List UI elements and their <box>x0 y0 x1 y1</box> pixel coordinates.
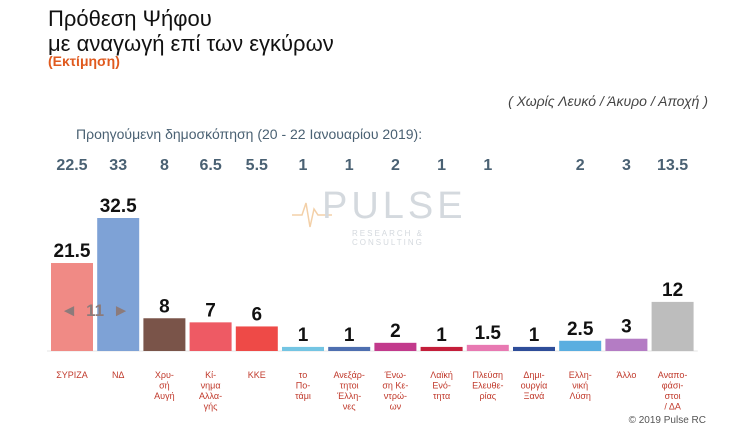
previous-value-label: 1 <box>437 157 446 174</box>
watermark-word: PULSE <box>322 185 467 227</box>
chart-subtitle: (Εκτίμηση) <box>48 53 120 69</box>
previous-value-label: 2 <box>576 157 585 174</box>
previous-value-label: 8 <box>160 157 169 174</box>
exclusion-note: ( Χωρίς Λευκό / Άκυρο / Αποχή ) <box>508 93 708 109</box>
category-label: το Πο-τάμι <box>295 370 311 401</box>
bar <box>420 346 463 351</box>
category-label: Χρυ-σή Αυγή <box>154 370 174 401</box>
bar <box>51 263 93 351</box>
bar <box>374 342 417 351</box>
category-label: Ένω-ση Κε-ντρώ-ων <box>382 370 408 412</box>
previous-value-label: 1 <box>483 157 492 174</box>
title-line-2: με αναγωγή επί των εγκύρων <box>48 31 334 56</box>
bar-value-label: 21.5 <box>54 241 91 262</box>
previous-value-label: 33 <box>109 157 127 174</box>
bar <box>97 218 140 351</box>
bar-value-label: 12 <box>662 280 683 301</box>
chart-title: Πρόθεση Ψήφου με αναγωγή επί των εγκύρων <box>48 6 334 56</box>
category-label: Άλλο <box>616 370 636 380</box>
previous-value-label: 6.5 <box>199 157 221 174</box>
bar <box>513 346 555 351</box>
bar-value-label: 3 <box>621 317 632 338</box>
bar <box>559 340 602 351</box>
bar <box>189 322 232 351</box>
bar-value-label: 8 <box>159 296 170 317</box>
category-label: Αναπο-φάσι-στοι / ΔΑ <box>658 370 688 412</box>
category-label: Ελλη-νική Λύση <box>569 370 592 401</box>
bar <box>282 346 324 351</box>
bar-value-label: 1 <box>436 325 447 346</box>
bar-value-label: 1 <box>298 325 309 346</box>
gap-annotation: ◄ 11 ► <box>61 301 130 320</box>
bars-group <box>47 218 698 352</box>
bar <box>605 338 648 351</box>
previous-poll-label: Προηγούμενη δημοσκόπηση (20 - 22 Ιανουαρ… <box>76 126 423 142</box>
category-labels-group: ΣΥΡΙΖΑ ΝΔ Χρυ-σή Αυγή Κί-νημα Αλλα-γής ΚΚΕ το Πο… <box>56 370 687 412</box>
bar-value-label: 1 <box>344 325 355 346</box>
pulse-watermark-logo: PULSE RESEARCH & CONSULTING <box>292 185 472 247</box>
previous-value-label: 2 <box>391 157 400 174</box>
category-label: Λαϊκή Ενό-τητα <box>430 370 453 401</box>
category-label: ΣΥΡΙΖΑ <box>56 370 88 380</box>
bar-value-label: 2.5 <box>567 319 594 340</box>
bar <box>466 344 509 351</box>
category-label: ΝΔ <box>112 370 125 380</box>
category-label: Ανεξάρ-τητοι Έλλη-νες <box>333 370 364 412</box>
bar-value-label: 1 <box>529 325 540 346</box>
gap-value-label: 11 <box>86 301 104 320</box>
previous-values-row: 22.5 33 8 6.5 5.5 1 1 2 1 1 2 3 13.5 <box>56 157 688 174</box>
bar <box>235 326 278 351</box>
category-label: Κί-νημα Αλλα-γής <box>199 370 222 412</box>
bar-value-label: 32.5 <box>100 196 137 217</box>
bar-value-label: 7 <box>205 300 216 321</box>
bar-value-label: 6 <box>252 304 263 325</box>
right-arrow-icon: ► <box>113 301 130 320</box>
previous-value-label: 1 <box>345 157 354 174</box>
copyright-text: © 2019 Pulse RC <box>628 415 706 426</box>
watermark-tagline: RESEARCH & CONSULTING <box>352 229 425 247</box>
previous-value-label: 1 <box>299 157 308 174</box>
category-label: Πλεύση Ελευθε-ρίας <box>472 370 503 401</box>
category-label: Δημι-ουργία Ξανά <box>521 370 548 401</box>
category-label: ΚΚΕ <box>248 370 266 380</box>
bar-value-label: 1.5 <box>475 323 502 344</box>
bar <box>328 346 371 351</box>
left-arrow-icon: ◄ <box>61 301 78 320</box>
previous-value-label: 22.5 <box>56 157 87 174</box>
bar <box>651 301 694 351</box>
title-line-1: Πρόθεση Ψήφου <box>48 6 212 31</box>
bar <box>143 318 186 351</box>
bar-value-label: 2 <box>390 321 401 342</box>
previous-value-label: 3 <box>622 157 631 174</box>
previous-value-label: 5.5 <box>246 157 268 174</box>
value-labels-group: 21.532.58 7 61 1 2 1 1.5 1 2.5 312 <box>54 196 684 346</box>
previous-value-label: 13.5 <box>657 157 688 174</box>
pulse-wave-icon <box>292 202 332 228</box>
